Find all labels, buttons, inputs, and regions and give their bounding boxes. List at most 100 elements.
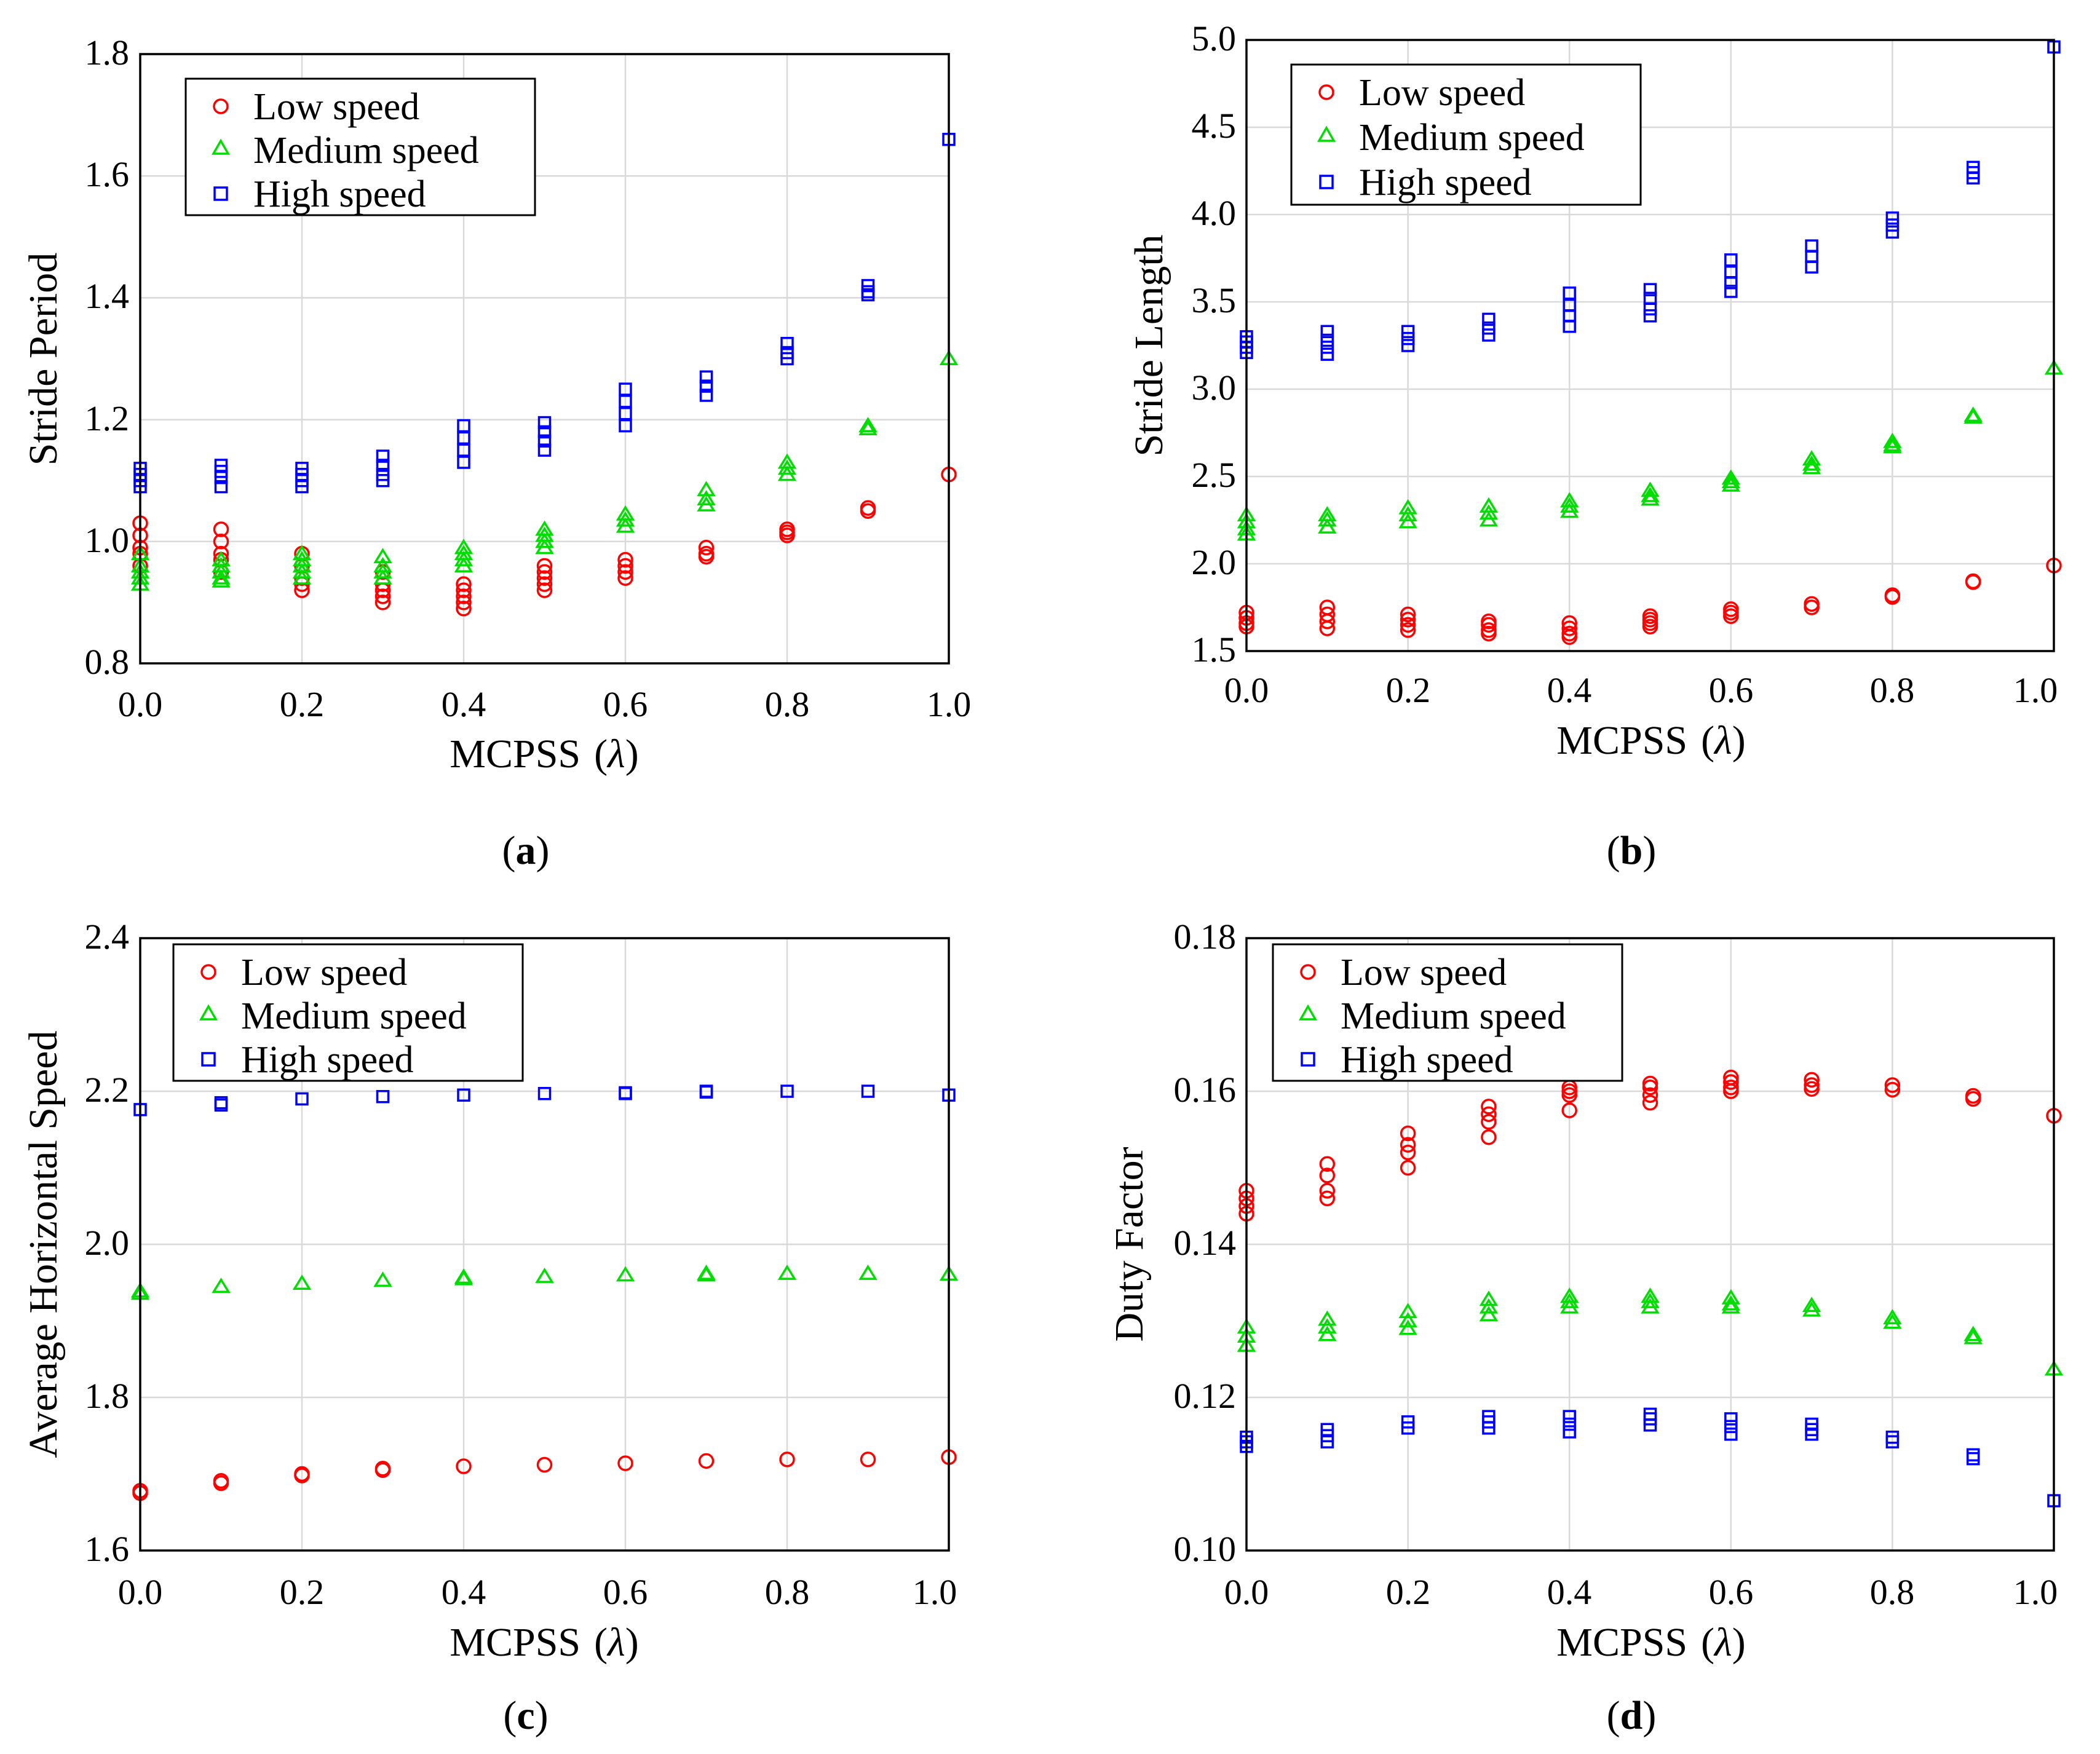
data-point-medium bbox=[858, 420, 878, 436]
y-tick-labels-b: 1.5 2.0 2.5 3.0 3.5 4.0 4.5 5.0 bbox=[1192, 18, 1237, 670]
data-point-medium bbox=[1721, 1289, 1741, 1305]
data-point-high bbox=[1563, 320, 1576, 333]
x-tick-labels-c: 0.0 0.2 0.4 0.6 0.8 1.0 bbox=[118, 1572, 957, 1612]
axes-frame bbox=[1245, 39, 2055, 652]
data-point-medium bbox=[616, 511, 635, 527]
legend-box bbox=[1272, 943, 1623, 1082]
data-point-low bbox=[456, 576, 472, 592]
data-point-medium bbox=[212, 569, 231, 585]
data-point-low bbox=[1642, 618, 1658, 634]
data-point-low bbox=[1561, 629, 1577, 646]
data-point-low bbox=[1319, 1190, 1336, 1207]
data-point-low bbox=[1400, 1159, 1416, 1176]
data-point-high bbox=[1724, 253, 1738, 267]
data-point-low bbox=[1884, 1081, 1901, 1098]
legend-a: Low speed Medium speed High speed bbox=[184, 77, 536, 216]
data-point-low bbox=[456, 601, 472, 617]
data-point-low bbox=[1965, 574, 1981, 590]
data-point-low bbox=[1400, 612, 1416, 628]
legend-marker-medium bbox=[199, 1004, 218, 1021]
y-tick-label: 1.8 bbox=[85, 1376, 130, 1416]
x-tick-labels-b: 0.0 0.2 0.4 0.6 0.8 1.0 bbox=[1224, 670, 2058, 710]
y-axis-label-a: Stride Period bbox=[21, 253, 66, 465]
data-point-medium bbox=[1963, 1325, 1983, 1341]
y-tick-label: 2.4 bbox=[85, 917, 130, 957]
legend-label-medium: Medium speed bbox=[241, 995, 467, 1037]
data-point-medium bbox=[1398, 1303, 1417, 1319]
y-tick-label: 4.5 bbox=[1192, 106, 1237, 146]
data-point-medium bbox=[1721, 476, 1741, 492]
data-point-medium bbox=[1883, 1313, 1902, 1329]
data-point-low bbox=[1400, 622, 1416, 638]
data-point-low bbox=[617, 551, 633, 568]
plot-area-d bbox=[1237, 937, 2064, 1552]
data-point-medium bbox=[697, 490, 716, 505]
x-axis-label-text: MCPSS bbox=[1556, 1620, 1687, 1665]
x-tick-label: 0.8 bbox=[1870, 670, 1915, 710]
data-point-medium bbox=[373, 563, 392, 579]
data-point-high bbox=[1724, 276, 1738, 290]
legend-marker-high bbox=[201, 1052, 216, 1067]
y-tick-label: 5.0 bbox=[1192, 18, 1237, 58]
data-point-high bbox=[1320, 347, 1334, 361]
panel-label-b: (b) bbox=[1607, 828, 1657, 873]
x-tick-label: 0.6 bbox=[1709, 1572, 1754, 1612]
data-point-low bbox=[1804, 1081, 1820, 1097]
x-tick-label: 0.8 bbox=[1870, 1572, 1915, 1612]
data-point-low bbox=[1723, 1083, 1739, 1099]
panel-label-c: (c) bbox=[503, 1693, 548, 1738]
data-point-high bbox=[295, 1092, 309, 1106]
data-point-low bbox=[1804, 1072, 1820, 1088]
y-tick-labels-d: 0.10 0.12 0.14 0.16 0.18 bbox=[1174, 917, 1237, 1569]
x-axis-label-text: MCPSS bbox=[450, 732, 580, 776]
legend-marker-high bbox=[213, 186, 228, 201]
data-point-low bbox=[860, 503, 876, 519]
x-tick-label: 1.0 bbox=[2013, 670, 2058, 710]
y-tick-label: 0.16 bbox=[1174, 1070, 1237, 1110]
x-axis-label-a: MCPSS (λ) bbox=[450, 732, 638, 776]
data-point-high bbox=[214, 1098, 228, 1112]
data-point-medium bbox=[858, 1264, 878, 1280]
x-axis-label-lambda: λ bbox=[606, 732, 625, 776]
chart-panel-b: 1.5 2.0 2.5 3.0 3.5 4.0 4.5 5.0 0.0 0.2 … bbox=[1127, 18, 2064, 873]
data-point-high bbox=[1320, 341, 1334, 354]
data-point-medium bbox=[1802, 1301, 1821, 1317]
data-point-medium bbox=[1641, 486, 1660, 502]
y-tick-labels-a: 0.8 1.0 1.2 1.4 1.6 1.8 bbox=[85, 33, 130, 682]
legend-label-high: High speed bbox=[241, 1039, 414, 1081]
data-point-high bbox=[1805, 1428, 1818, 1441]
data-point-low bbox=[1642, 1080, 1658, 1096]
x-tick-label: 0.4 bbox=[442, 1572, 486, 1612]
data-point-medium bbox=[1479, 1306, 1499, 1322]
data-point-medium bbox=[1559, 502, 1579, 518]
data-point-low bbox=[374, 588, 391, 604]
data-point-high bbox=[1966, 1452, 1980, 1466]
data-point-low bbox=[1481, 617, 1497, 633]
data-point-medium bbox=[373, 548, 392, 564]
x-tick-label: 0.4 bbox=[1547, 1572, 1592, 1612]
y-tick-label: 2.5 bbox=[1192, 455, 1237, 495]
data-point-low bbox=[617, 570, 633, 587]
x-tick-label: 0.8 bbox=[765, 684, 810, 724]
x-tick-label: 0.8 bbox=[765, 1572, 810, 1612]
axes-frame bbox=[139, 53, 950, 665]
data-point-high bbox=[619, 406, 632, 421]
x-axis-label-d: MCPSS (λ) bbox=[1556, 1620, 1745, 1665]
data-point-low bbox=[779, 527, 795, 543]
data-point-high bbox=[376, 473, 390, 488]
data-point-low bbox=[374, 595, 391, 610]
y-tick-labels-c: 1.6 1.8 2.0 2.2 2.4 bbox=[85, 917, 130, 1569]
legend-box bbox=[172, 943, 524, 1082]
data-point-medium bbox=[1802, 455, 1821, 471]
x-axis-label-text: MCPSS bbox=[1556, 718, 1687, 763]
data-point-high bbox=[1482, 1421, 1496, 1435]
data-point-medium bbox=[373, 569, 392, 585]
data-point-medium bbox=[212, 1278, 231, 1294]
data-point-low bbox=[1319, 1156, 1336, 1172]
chart-panel-d: 0.10 0.12 0.14 0.16 0.18 0.0 0.2 0.4 0.6… bbox=[1107, 917, 2064, 1738]
legend-label-medium: Medium speed bbox=[253, 130, 479, 172]
x-axis-label-lambda: λ bbox=[1713, 1620, 1732, 1665]
data-point-medium bbox=[1398, 513, 1417, 529]
x-tick-label: 0.4 bbox=[1547, 670, 1592, 710]
data-point-medium bbox=[1398, 1319, 1417, 1335]
